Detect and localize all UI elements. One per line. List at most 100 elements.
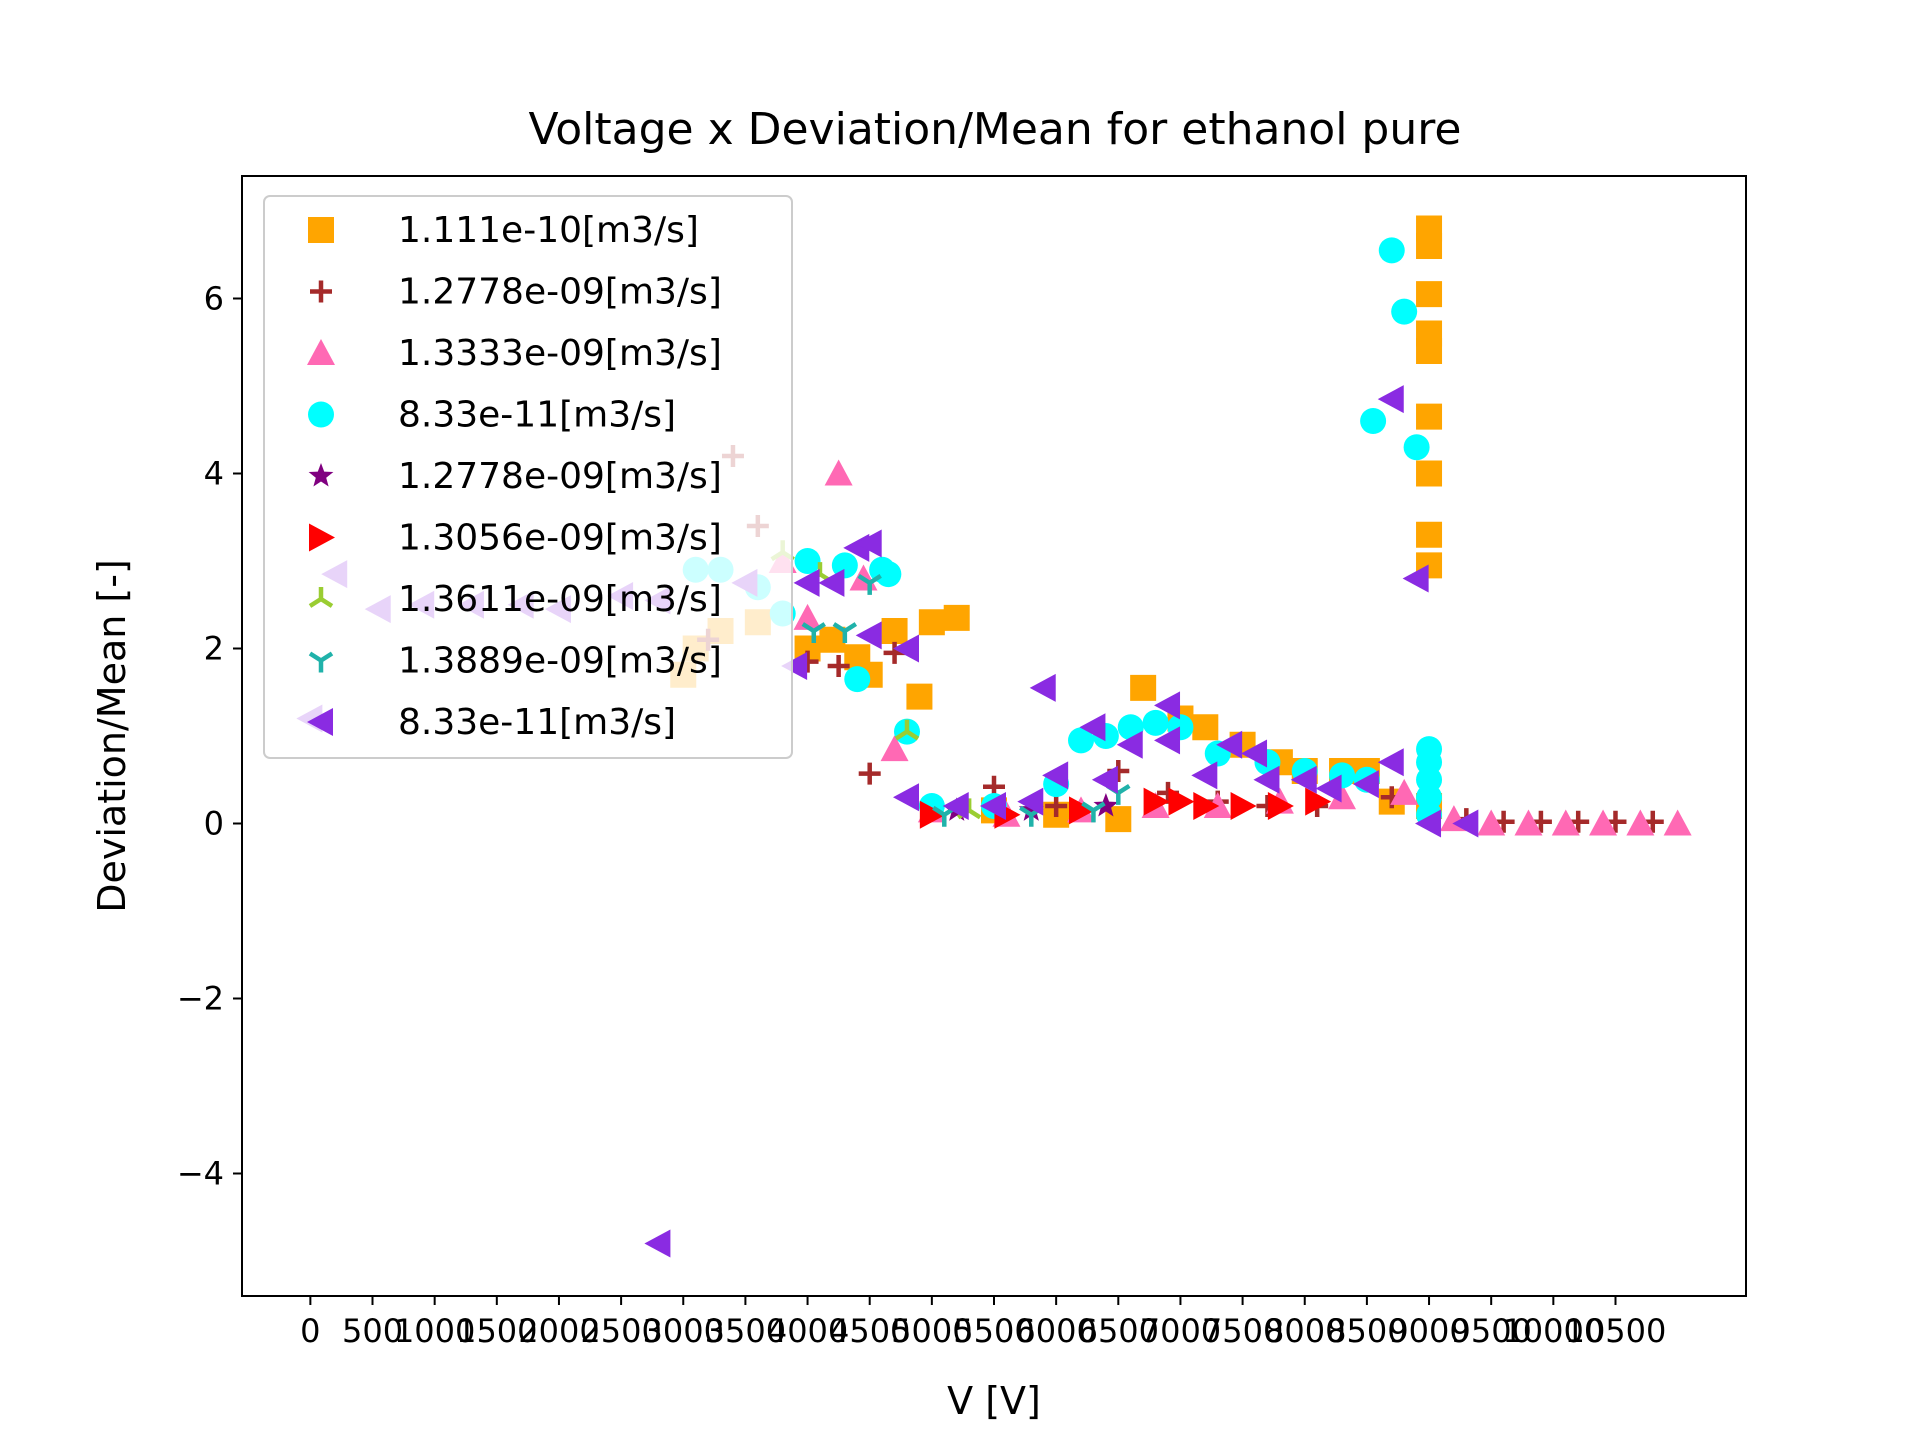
y-axis-label: Deviation/Mean [-] bbox=[90, 559, 134, 913]
legend-marker bbox=[307, 339, 335, 365]
legend-item: 1.2778e-09[m3/s] bbox=[308, 456, 722, 497]
data-point bbox=[1416, 460, 1443, 487]
legend-marker bbox=[308, 651, 334, 673]
x-axis-label: V [V] bbox=[947, 1379, 1041, 1423]
data-point bbox=[1403, 434, 1430, 461]
data-point bbox=[1091, 765, 1118, 794]
x-tick-label: 8000 bbox=[1264, 1312, 1345, 1350]
data-point bbox=[1029, 673, 1056, 702]
legend-item: 1.111e-10[m3/s] bbox=[308, 210, 699, 251]
data-point bbox=[1416, 233, 1443, 259]
y-tick-label: −2 bbox=[177, 980, 224, 1018]
x-tick-label: 6500 bbox=[1078, 1312, 1159, 1350]
x-tick-label: 2500 bbox=[580, 1312, 661, 1350]
legend-marker bbox=[308, 463, 334, 487]
data-point bbox=[942, 792, 969, 820]
data-point bbox=[1378, 237, 1405, 264]
data-point bbox=[1360, 408, 1387, 434]
legend-item: 1.3889e-09[m3/s] bbox=[308, 641, 722, 682]
legend-box bbox=[263, 195, 793, 759]
legend-marker bbox=[309, 523, 335, 552]
data-point bbox=[844, 666, 871, 693]
x-tick-label: 5500 bbox=[953, 1312, 1034, 1350]
data-point bbox=[1230, 792, 1257, 820]
data-point bbox=[1191, 761, 1218, 790]
data-point bbox=[781, 652, 808, 680]
data-point bbox=[1017, 787, 1044, 816]
data-point bbox=[1663, 809, 1692, 836]
legend-marker bbox=[308, 217, 334, 243]
data-point bbox=[1253, 765, 1280, 794]
x-tick-label: 10500 bbox=[1565, 1312, 1667, 1350]
data-point bbox=[1377, 385, 1404, 414]
legend-label: 1.2778e-09[m3/s] bbox=[398, 272, 722, 313]
data-point bbox=[1290, 765, 1317, 794]
data-point bbox=[1130, 674, 1157, 701]
legend-label: 1.3056e-09[m3/s] bbox=[398, 518, 722, 559]
y-tick-label: 4 bbox=[204, 455, 224, 493]
data-point bbox=[1203, 792, 1232, 818]
data-point bbox=[1193, 792, 1220, 820]
x-tick-label: 8500 bbox=[1326, 1312, 1407, 1350]
data-point bbox=[919, 800, 946, 829]
data-point bbox=[1079, 713, 1106, 742]
x-tick-label: 0 bbox=[300, 1312, 320, 1350]
data-point bbox=[1416, 281, 1443, 308]
x-tick-label: 9000 bbox=[1388, 1312, 1469, 1350]
data-point bbox=[1305, 787, 1332, 816]
data-point bbox=[1377, 748, 1404, 777]
data-point bbox=[1143, 787, 1170, 816]
x-tick-label: 10000 bbox=[1502, 1312, 1604, 1350]
data-point bbox=[880, 735, 909, 762]
data-point bbox=[1477, 809, 1506, 836]
x-tick-label: 7000 bbox=[1140, 1312, 1221, 1350]
series-6 bbox=[919, 787, 1332, 829]
x-tick-label: 5000 bbox=[891, 1312, 972, 1350]
data-point bbox=[1402, 564, 1429, 593]
legend-marker bbox=[310, 280, 332, 303]
x-tick-label: 2000 bbox=[518, 1312, 599, 1350]
data-point bbox=[892, 634, 919, 663]
legend-item: 1.3611e-09[m3/s] bbox=[308, 579, 722, 620]
data-point bbox=[943, 604, 970, 631]
data-point bbox=[1168, 787, 1195, 816]
data-point bbox=[801, 622, 826, 643]
y-tick-label: 2 bbox=[204, 630, 224, 668]
legend-item: 1.3333e-09[m3/s] bbox=[307, 333, 722, 374]
data-point bbox=[892, 783, 919, 812]
legend-marker bbox=[308, 401, 334, 428]
data-point bbox=[1416, 403, 1443, 430]
x-tick-label: 3000 bbox=[643, 1312, 724, 1350]
data-point bbox=[980, 792, 1006, 820]
x-tick-label: 500 bbox=[342, 1312, 403, 1350]
data-point bbox=[1352, 770, 1379, 799]
data-point bbox=[906, 683, 933, 710]
legend-label: 8.33e-11[m3/s] bbox=[398, 395, 676, 436]
data-point bbox=[1551, 809, 1580, 836]
data-point bbox=[1154, 691, 1181, 720]
data-point bbox=[793, 568, 820, 597]
x-tick-label: 6000 bbox=[1015, 1312, 1096, 1350]
y-tick-label: −4 bbox=[177, 1155, 224, 1193]
data-point bbox=[1626, 809, 1655, 836]
data-point bbox=[1081, 801, 1106, 823]
data-point bbox=[1154, 726, 1181, 755]
data-point bbox=[794, 548, 821, 574]
data-point bbox=[1514, 809, 1543, 836]
data-point bbox=[1192, 714, 1219, 741]
data-point bbox=[1315, 774, 1342, 803]
data-point bbox=[1216, 730, 1243, 759]
legend-label: 1.111e-10[m3/s] bbox=[398, 210, 699, 251]
data-point bbox=[1045, 795, 1068, 817]
data-point bbox=[855, 529, 882, 558]
data-point bbox=[1142, 709, 1169, 736]
data-point bbox=[1042, 761, 1069, 790]
data-point bbox=[1391, 298, 1418, 325]
data-point bbox=[857, 573, 882, 595]
y-axis: −4 −2 0 2 4 6 bbox=[177, 280, 242, 1193]
y-tick-label: 6 bbox=[204, 280, 224, 318]
legend-marker bbox=[308, 587, 334, 608]
data-point bbox=[1328, 783, 1357, 810]
data-point bbox=[1415, 809, 1442, 838]
